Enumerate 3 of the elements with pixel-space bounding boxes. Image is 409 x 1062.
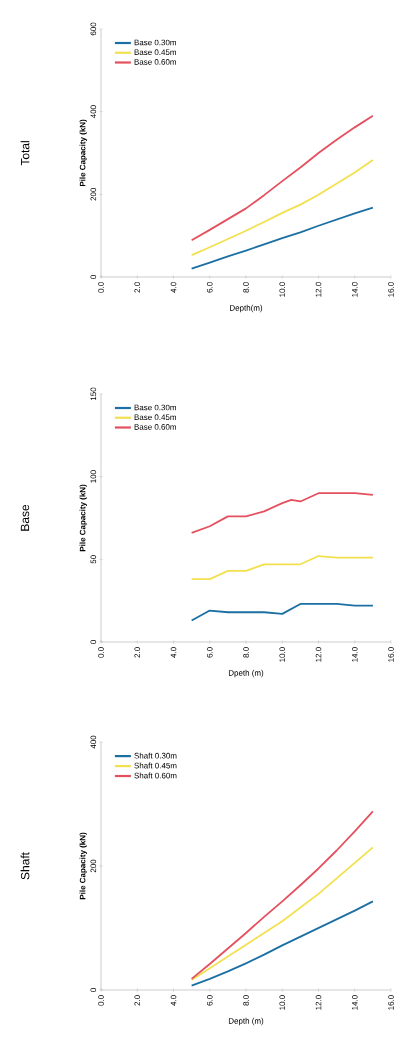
text: Base	[20, 504, 30, 531]
text: Shaft	[20, 852, 30, 880]
text: Total	[20, 141, 30, 166]
